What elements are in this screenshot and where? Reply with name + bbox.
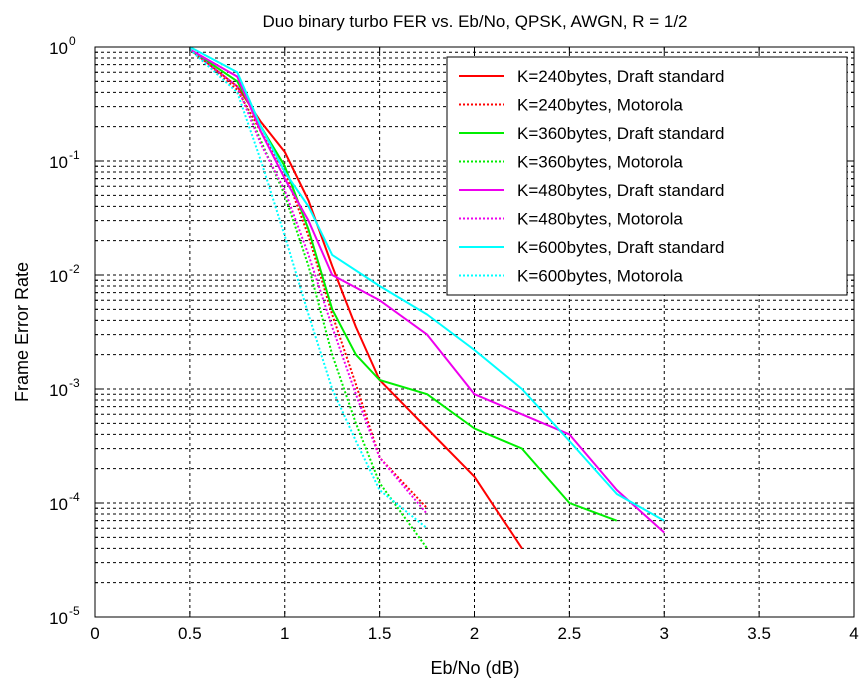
x-tick-label: 1.5 bbox=[368, 624, 392, 643]
legend-box bbox=[446, 56, 848, 296]
x-tick-label: 3.5 bbox=[747, 624, 771, 643]
legend-label: K=600bytes, Draft standard bbox=[517, 238, 724, 257]
series-line bbox=[189, 48, 428, 549]
series-line bbox=[189, 46, 665, 522]
legend-label: K=480bytes, Draft standard bbox=[517, 181, 724, 200]
legend-label: K=240bytes, Draft standard bbox=[517, 67, 724, 86]
series-lines bbox=[189, 46, 665, 549]
legend-label: K=480bytes, Motorola bbox=[517, 210, 683, 229]
y-tick-exponent: -2 bbox=[69, 262, 80, 276]
x-tick-label: 2 bbox=[470, 624, 479, 643]
legend-label: K=600bytes, Motorola bbox=[517, 267, 683, 286]
x-tick-label: 4 bbox=[849, 624, 858, 643]
legend-label: K=240bytes, Motorola bbox=[517, 96, 683, 115]
series-line bbox=[189, 48, 428, 530]
y-tick-label: 10 bbox=[49, 267, 68, 286]
series-line bbox=[189, 48, 428, 515]
grid bbox=[95, 47, 854, 617]
y-tick-label: 10 bbox=[49, 39, 68, 58]
y-axis-label: Frame Error Rate bbox=[12, 262, 32, 402]
x-tick-label: 3 bbox=[660, 624, 669, 643]
y-tick-exponent: -4 bbox=[69, 490, 80, 504]
legend: K=240bytes, Draft standard K=240bytes, Mo… bbox=[446, 56, 848, 296]
x-tick-label: 0.5 bbox=[178, 624, 202, 643]
x-tick-label: 0 bbox=[90, 624, 99, 643]
legend-label: K=360bytes, Draft standard bbox=[517, 124, 724, 143]
x-tick-label: 2.5 bbox=[558, 624, 582, 643]
axis-ticks bbox=[94, 47, 855, 618]
y-tick-exponent: -1 bbox=[69, 148, 80, 162]
y-tick-exponent: 0 bbox=[69, 34, 76, 48]
y-tick-exponent: -5 bbox=[69, 604, 80, 618]
y-tick-label: 10 bbox=[49, 495, 68, 514]
series-line bbox=[189, 48, 665, 534]
x-tick-label: 1 bbox=[280, 624, 289, 643]
series-line bbox=[189, 48, 428, 509]
y-tick-exponent: -3 bbox=[69, 376, 80, 390]
chart-title: Duo binary turbo FER vs. Eb/No, QPSK, AW… bbox=[263, 12, 688, 31]
y-tick-label: 10 bbox=[49, 609, 68, 628]
x-axis-label: Eb/No (dB) bbox=[430, 658, 519, 678]
legend-label: K=360bytes, Motorola bbox=[517, 153, 683, 172]
y-tick-label: 10 bbox=[49, 381, 68, 400]
y-tick-label: 10 bbox=[49, 153, 68, 172]
